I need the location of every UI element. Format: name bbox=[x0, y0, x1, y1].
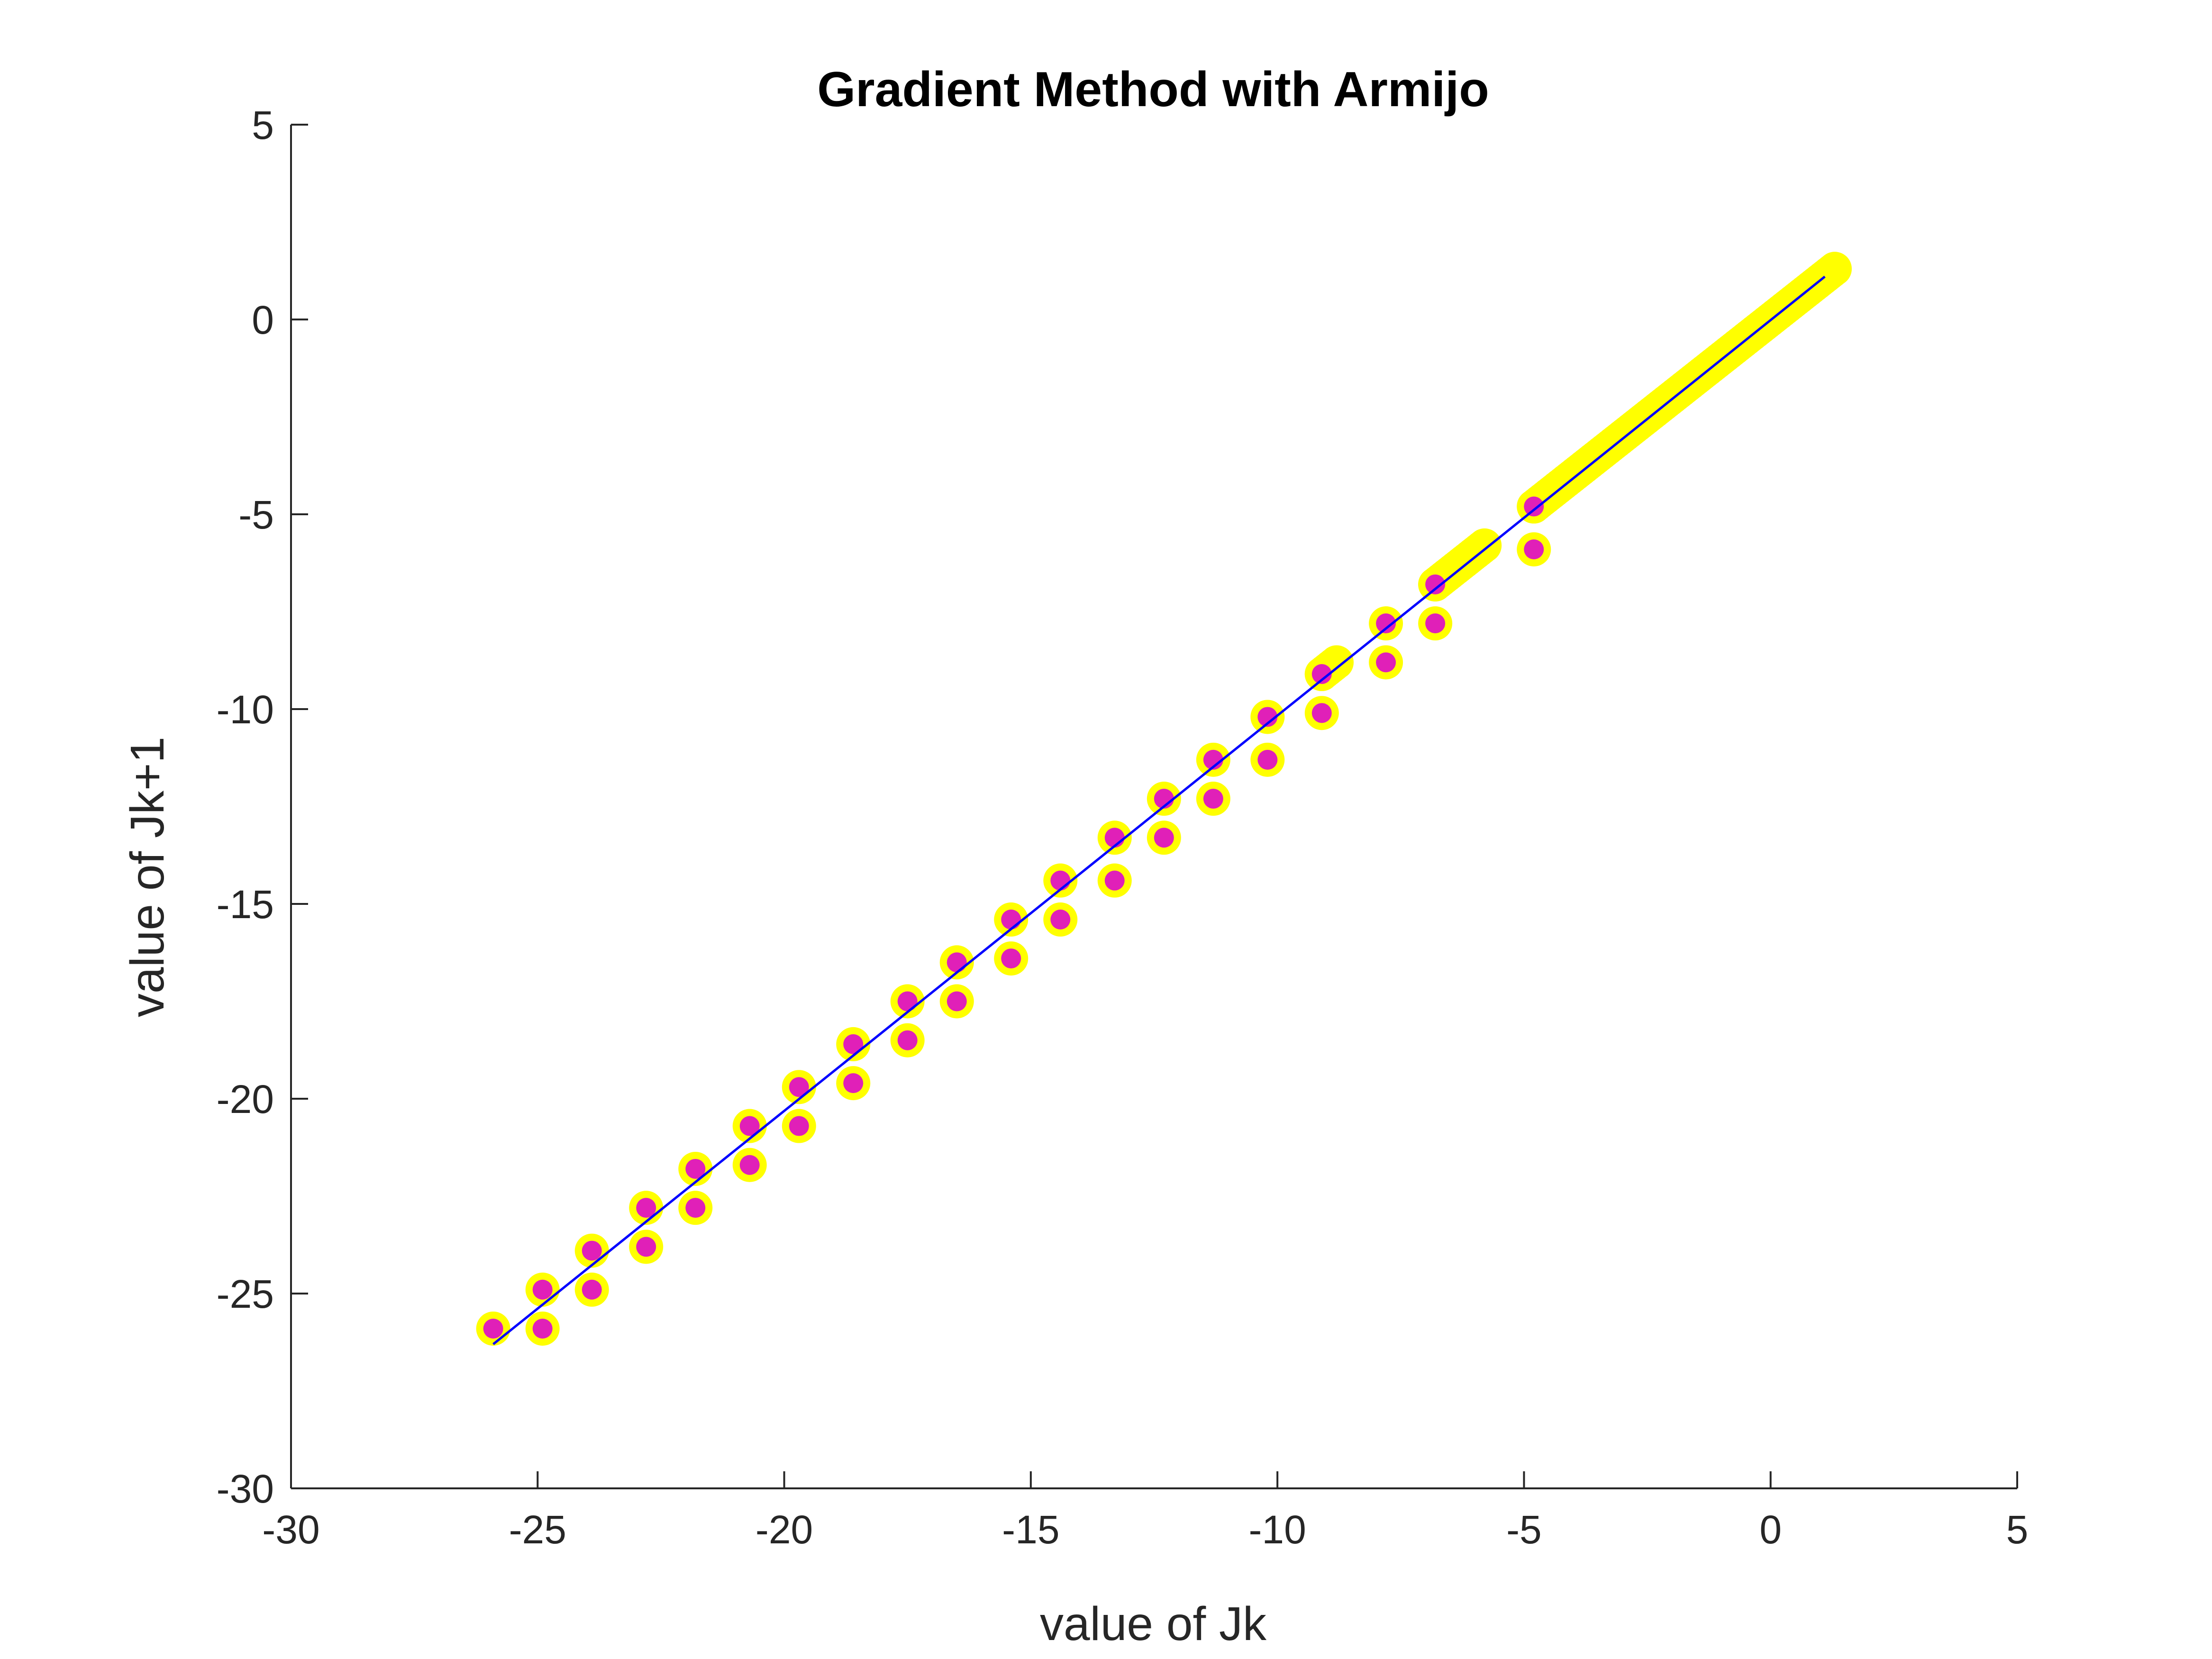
y-tick-label: -20 bbox=[217, 1077, 274, 1121]
x-axis-label: value of Jk bbox=[1040, 1597, 1267, 1650]
x-tick-label: -25 bbox=[509, 1507, 566, 1552]
data-point bbox=[836, 1066, 871, 1101]
data-point-face bbox=[947, 952, 967, 973]
data-point-face bbox=[1311, 703, 1332, 723]
data-point bbox=[476, 1311, 510, 1346]
data-point-face bbox=[1376, 613, 1396, 634]
y-axis-label: value of Jk+1 bbox=[121, 737, 174, 1017]
data-point-face bbox=[1050, 909, 1071, 930]
data-point bbox=[1369, 606, 1403, 641]
data-point-face bbox=[947, 991, 967, 1012]
data-point-face bbox=[1524, 496, 1544, 517]
data-point bbox=[994, 941, 1029, 976]
data-point-face bbox=[843, 1034, 864, 1054]
data-point bbox=[1418, 606, 1453, 641]
data-point-face bbox=[1203, 749, 1223, 770]
data-point bbox=[732, 1148, 767, 1182]
data-point bbox=[1147, 820, 1181, 855]
data-point-face bbox=[1257, 749, 1278, 770]
data-point bbox=[994, 902, 1029, 937]
chart-title: Gradient Method with Armijo bbox=[817, 62, 1489, 117]
data-point-face bbox=[1001, 948, 1021, 969]
data-point bbox=[678, 1191, 713, 1225]
data-point-face bbox=[739, 1116, 760, 1136]
data-point-face bbox=[897, 991, 918, 1012]
data-point bbox=[782, 1109, 816, 1143]
dense-point-1-17 bbox=[1467, 528, 1502, 563]
plot-area bbox=[476, 252, 1852, 1346]
data-point-face bbox=[685, 1198, 706, 1218]
data-point bbox=[1517, 532, 1551, 566]
data-point bbox=[525, 1272, 560, 1307]
data-point-face bbox=[582, 1279, 602, 1300]
data-point bbox=[1369, 645, 1403, 680]
data-point bbox=[1196, 742, 1230, 777]
data-point bbox=[1304, 696, 1339, 730]
data-point-face bbox=[1050, 870, 1071, 891]
data-point-face bbox=[685, 1158, 706, 1179]
data-point bbox=[525, 1311, 560, 1346]
data-point bbox=[732, 1109, 767, 1143]
data-point-face bbox=[532, 1318, 553, 1339]
data-point bbox=[1250, 700, 1285, 734]
data-point bbox=[890, 984, 925, 1019]
data-point-face bbox=[1376, 652, 1396, 673]
axes: -30 -25 -20 -15 -10 -5 0 5 5 0 -5 -10 -15 -20 -25 -30 bbox=[217, 103, 2029, 1552]
reference-line bbox=[492, 275, 1826, 1345]
y-tick-label: -25 bbox=[217, 1272, 274, 1316]
data-point-face bbox=[636, 1237, 656, 1257]
data-point bbox=[1418, 567, 1453, 602]
data-point-face bbox=[843, 1073, 864, 1094]
data-point-face bbox=[1524, 539, 1544, 559]
x-tick-label: -10 bbox=[1248, 1507, 1306, 1552]
data-point-face bbox=[1425, 613, 1446, 634]
y-tick-label: -5 bbox=[238, 492, 274, 537]
y-tick-label: 0 bbox=[252, 298, 274, 342]
data-point bbox=[1304, 657, 1339, 692]
data-point bbox=[939, 984, 974, 1019]
x-tick-label: 5 bbox=[2006, 1507, 2029, 1552]
data-point bbox=[1043, 902, 1078, 937]
data-point-face bbox=[532, 1279, 553, 1300]
data-point-face bbox=[1001, 909, 1021, 930]
x-tick-label: -15 bbox=[1002, 1507, 1059, 1552]
dense-point-2-102 bbox=[1817, 252, 1852, 286]
data-point bbox=[890, 1023, 925, 1057]
y-tick-label: -30 bbox=[217, 1467, 274, 1511]
x-tick-label: 0 bbox=[1759, 1507, 1782, 1552]
data-point-face bbox=[789, 1116, 809, 1136]
data-point-face bbox=[483, 1318, 503, 1339]
data-point-face bbox=[1311, 664, 1332, 684]
y-tick-label: 5 bbox=[252, 103, 274, 147]
data-point bbox=[629, 1191, 664, 1225]
data-point bbox=[1147, 782, 1181, 816]
data-point-face bbox=[582, 1240, 602, 1261]
data-point bbox=[629, 1230, 664, 1264]
data-point-face bbox=[1154, 828, 1174, 848]
data-point-face bbox=[1425, 574, 1446, 594]
x-tick-label: -20 bbox=[756, 1507, 813, 1552]
y-tick-label: -15 bbox=[217, 882, 274, 927]
data-point-face bbox=[739, 1155, 760, 1175]
data-point bbox=[1097, 863, 1132, 898]
data-point-face bbox=[636, 1198, 656, 1218]
x-tick-label: -30 bbox=[262, 1507, 319, 1552]
data-point-face bbox=[789, 1077, 809, 1097]
data-point bbox=[836, 1027, 871, 1061]
data-point-face bbox=[1104, 870, 1125, 891]
data-point bbox=[782, 1070, 816, 1104]
data-point-face bbox=[897, 1030, 918, 1050]
data-point bbox=[574, 1233, 609, 1268]
data-point bbox=[574, 1272, 609, 1307]
data-point bbox=[1250, 742, 1285, 777]
data-point bbox=[678, 1151, 713, 1186]
data-point bbox=[1196, 782, 1230, 816]
y-tick-label: -10 bbox=[217, 687, 274, 732]
data-point-face bbox=[1257, 707, 1278, 727]
x-tick-label: -5 bbox=[1506, 1507, 1542, 1552]
data-point-face bbox=[1203, 789, 1223, 809]
data-point bbox=[1517, 489, 1551, 524]
